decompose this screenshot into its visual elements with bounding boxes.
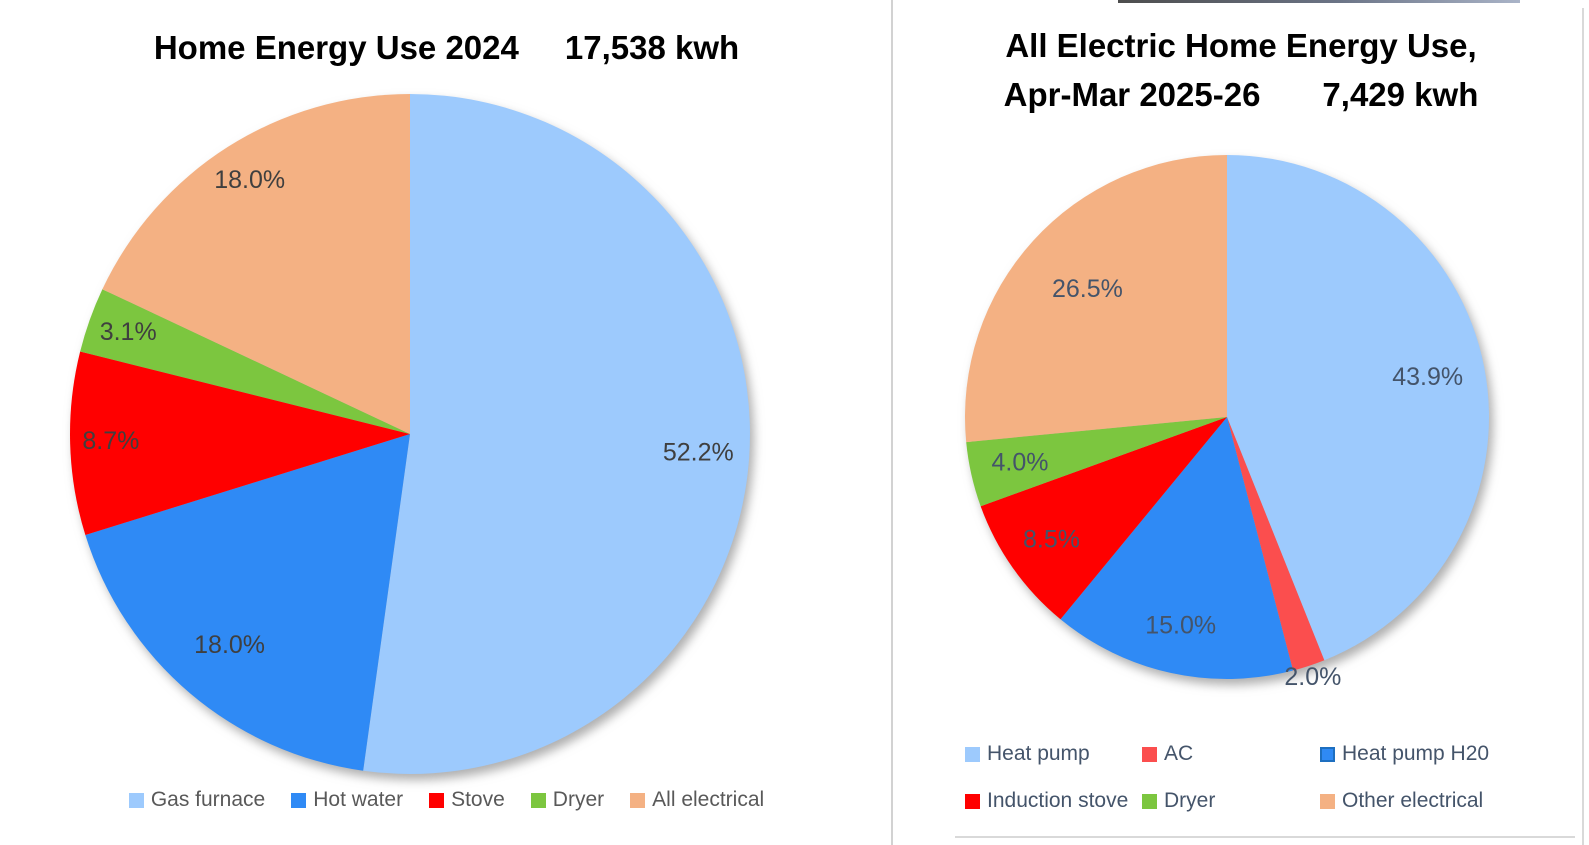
pie-slice-heat-pump[interactable] (1227, 155, 1490, 661)
pie-slice-all-electrical[interactable] (102, 94, 411, 434)
pie-slice-ac[interactable] (1227, 417, 1325, 671)
legend-label: Other electrical (1342, 789, 1484, 812)
legend-swatch-dryer (1142, 793, 1157, 809)
legend-item-heat-pump-h20[interactable]: Heat pump H20 (1320, 742, 1489, 766)
pie-data-labels: 43.9% 2.0% 15.0% 8.5% 4.0% 26.5% (992, 275, 1464, 691)
left-chart-title-text: Home Energy Use 2024 (153, 29, 519, 66)
legend-swatch-all-electrical (630, 792, 646, 808)
right-chart-title-line1: All Electric Home Energy Use, (1005, 27, 1477, 64)
data-label-induction-stove: 8.5% (1023, 526, 1080, 554)
data-label-heat-pump-h20: 15.0% (1145, 611, 1216, 639)
pie-home-energy-2024 (70, 94, 750, 774)
data-label-dryer: 3.1% (100, 318, 157, 346)
legend-swatch-ac (1142, 746, 1157, 762)
pie-slice-other-electrical[interactable] (964, 154, 1227, 443)
data-label-stove: 8.7% (82, 427, 139, 455)
legend-item-induction-stove[interactable]: Induction stove (965, 789, 1142, 813)
right-chart-title: All Electric Home Energy Use, Apr-Mar 20… (893, 26, 1589, 114)
legend-item-all-electrical[interactable]: All electrical (630, 788, 764, 812)
legend-label: Dryer (1164, 789, 1216, 812)
left-chart-total-kwh: 17,538 kwh (564, 29, 740, 66)
legend-item-heat-pump[interactable]: Heat pump (965, 742, 1142, 766)
pie-all-electric-2025-26 (964, 154, 1490, 680)
data-label-other-electrical: 26.5% (1052, 275, 1123, 303)
pie-slice-dryer[interactable] (966, 417, 1227, 507)
legend-swatch-induction-stove (965, 793, 980, 809)
pie-slice-dryer[interactable] (80, 289, 410, 434)
legend-label: Stove (451, 788, 505, 811)
legend-label: Heat pump (987, 742, 1090, 765)
left-chart-legend: Gas furnace Hot water Stove Dryer All electr… (0, 788, 893, 812)
legend-label: Hot water (313, 788, 404, 811)
pie-slice-induction-stove[interactable] (980, 417, 1227, 620)
legend-label: Heat pump H20 (1342, 742, 1490, 765)
panel-divider-line (891, 0, 893, 845)
legend-item-other-electrical[interactable]: Other electrical (1320, 789, 1489, 813)
data-label-hot-water: 18.0% (194, 631, 265, 659)
pie-slice-stove[interactable] (70, 351, 411, 535)
data-label-dryer: 4.0% (992, 448, 1049, 476)
data-label-heat-pump: 43.9% (1392, 363, 1463, 391)
legend-swatch-heat-pump-h20 (1320, 746, 1335, 762)
right-chart-total-kwh: 7,429 kwh (1322, 75, 1479, 113)
legend-swatch-hot-water (291, 792, 307, 808)
legend-label: Gas furnace (150, 788, 266, 811)
data-label-ac: 2.0% (1284, 663, 1341, 691)
legend-item-stove[interactable]: Stove (429, 788, 505, 812)
legend-item-hot-water[interactable]: Hot water (291, 788, 403, 812)
legend-item-dryer[interactable]: Dryer (530, 788, 605, 812)
pie-slice-gas-furnace[interactable] (363, 94, 750, 774)
legend-label: Dryer (552, 788, 605, 811)
top-frame-border (1118, 0, 1520, 3)
legend-label: All electrical (652, 788, 765, 811)
legend-swatch-stove (429, 792, 445, 808)
legend-item-gas-furnace[interactable]: Gas furnace (128, 788, 266, 812)
legend-item-dryer[interactable]: Dryer (1142, 789, 1320, 813)
legend-label: AC (1164, 742, 1194, 765)
legend-swatch-other-electrical (1320, 793, 1335, 809)
data-label-all-electrical: 18.0% (214, 166, 285, 194)
right-chart-legend: Heat pump AC Heat pump H20 Induction stove D… (965, 742, 1489, 813)
right-chart-title-line2: Apr-Mar 2025-26 (1003, 75, 1261, 113)
legend-swatch-heat-pump (965, 746, 980, 762)
bottom-frame-border (955, 836, 1575, 838)
data-label-gas-furnace: 52.2% (663, 439, 734, 467)
left-chart-title: Home Energy Use 2024 17,538 kwh (0, 28, 893, 68)
legend-swatch-dryer (530, 792, 546, 808)
legend-item-ac[interactable]: AC (1142, 742, 1320, 766)
right-frame-border (1582, 8, 1584, 845)
legend-label: Induction stove (987, 789, 1129, 812)
pie-slice-hot-water[interactable] (85, 434, 410, 771)
legend-swatch-gas-furnace (128, 792, 144, 808)
pie-slice-heat-pump-h20[interactable] (1060, 417, 1294, 680)
pie-data-labels: 52.2% 18.0% 8.7% 3.1% 18.0% (82, 166, 733, 659)
